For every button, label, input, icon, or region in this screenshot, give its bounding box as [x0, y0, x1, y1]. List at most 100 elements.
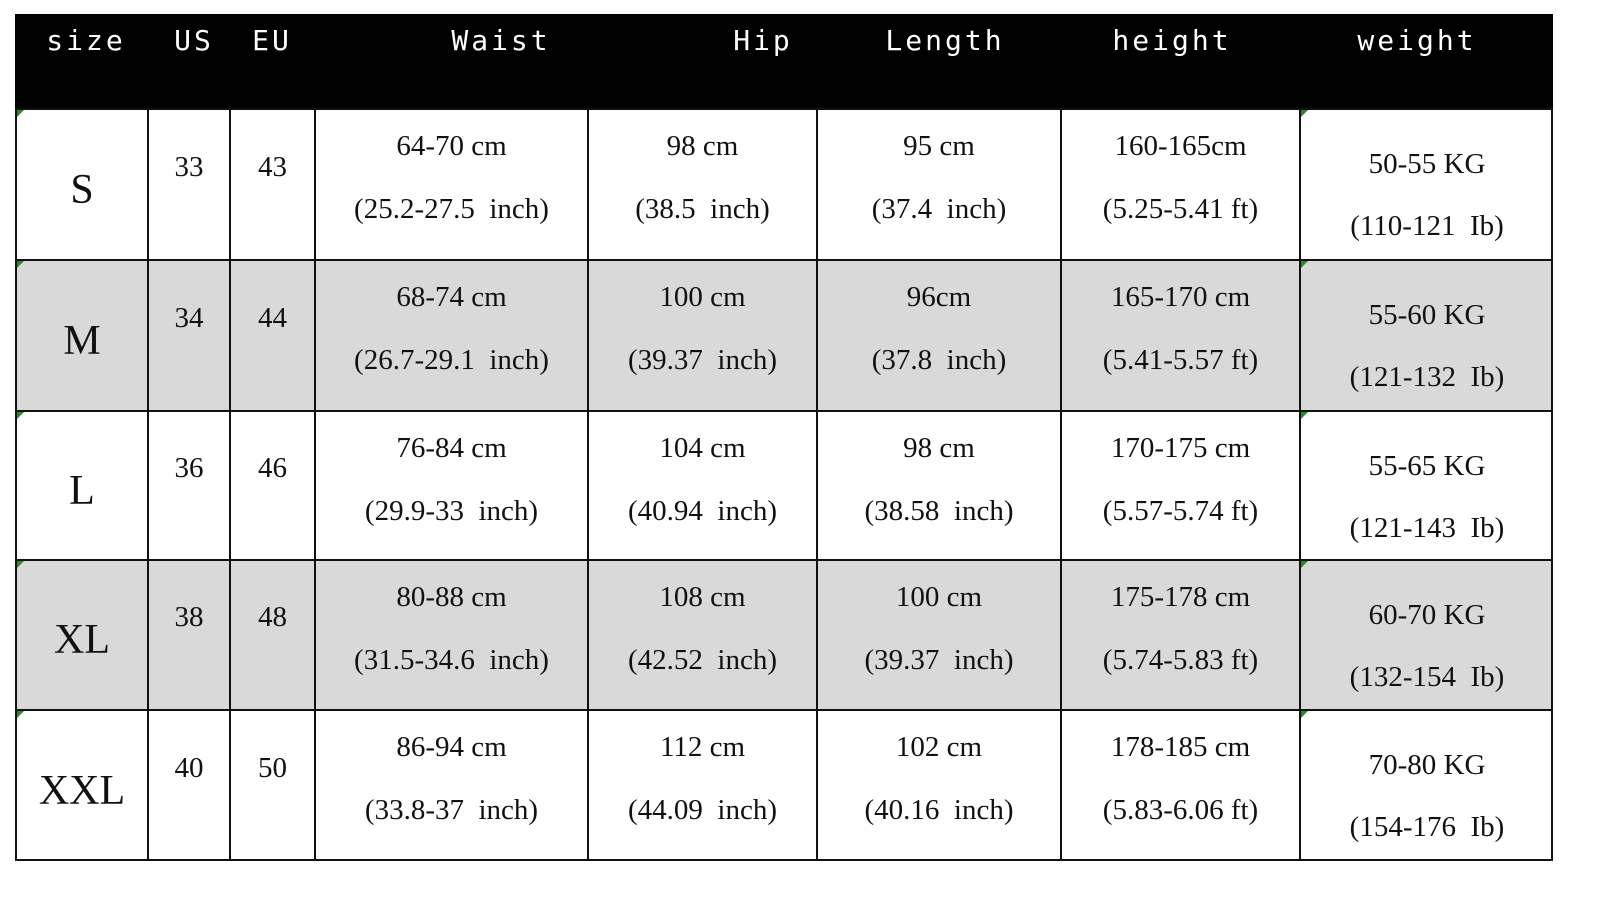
cell-hip: 98 cm (38.5 inch)	[587, 110, 816, 259]
eu-value: 50	[258, 751, 287, 784]
header-hip: Hip	[733, 24, 793, 57]
weight-imperial: (121-132 Ib)	[1349, 361, 1505, 393]
hip-imperial: (38.5 inch)	[635, 193, 770, 225]
cell-marker-icon	[1301, 412, 1308, 419]
header-row: size US EU Waist Hip Length height weight	[15, 14, 1553, 108]
cell-length: 95 cm (37.4 inch)	[816, 110, 1060, 259]
header-length: Length	[885, 24, 1005, 57]
cell-marker-icon	[1301, 711, 1308, 718]
us-value: 40	[174, 751, 204, 784]
us-value: 38	[174, 601, 204, 633]
header-waist: Waist	[451, 24, 551, 57]
weight-imperial: (132-154 Ib)	[1349, 661, 1505, 693]
waist-imperial: (31.5-34.6 inch)	[354, 644, 549, 676]
waist-imperial: (26.7-29.1 inch)	[354, 344, 549, 376]
eu-value: 48	[258, 601, 287, 633]
size-label: L	[69, 467, 95, 514]
hip-metric: 104 cm	[659, 432, 746, 464]
height-imperial: (5.83-6.06 ft)	[1102, 794, 1259, 826]
cell-length: 100 cm (39.37 inch)	[816, 561, 1060, 709]
cell-waist: 64-70 cm (25.2-27.5 inch)	[314, 110, 587, 259]
length-metric: 100 cm	[895, 581, 983, 613]
height-metric: 170-175 cm	[1110, 432, 1251, 464]
height-imperial: (5.25-5.41 ft)	[1102, 193, 1259, 225]
cell-height: 160-165cm (5.25-5.41 ft)	[1060, 110, 1299, 259]
table-bottom-border	[15, 859, 1553, 861]
cell-eu: 50	[229, 711, 314, 860]
cell-marker-icon	[17, 412, 24, 419]
cell-marker-icon	[1301, 561, 1308, 568]
cell-length: 98 cm (38.58 inch)	[816, 412, 1060, 559]
cell-eu: 46	[229, 412, 314, 559]
cell-marker-icon	[17, 711, 24, 718]
cell-size: M	[15, 261, 147, 410]
hip-metric: 112 cm	[659, 731, 746, 763]
header-weight: weight	[1357, 24, 1477, 57]
cell-waist: 86-94 cm (33.8-37 inch)	[314, 711, 587, 860]
weight-metric: 55-65 KG	[1368, 450, 1486, 482]
length-imperial: (40.16 inch)	[864, 794, 1014, 826]
cell-waist: 68-74 cm (26.7-29.1 inch)	[314, 261, 587, 410]
waist-metric: 80-88 cm	[396, 581, 507, 613]
cell-size: S	[15, 110, 147, 259]
length-imperial: (37.8 inch)	[871, 344, 1007, 376]
cell-weight: 60-70 KG (132-154 Ib)	[1299, 561, 1553, 709]
cell-marker-icon	[1301, 110, 1308, 117]
cell-us: 33	[147, 110, 229, 259]
cell-hip: 112 cm (44.09 inch)	[587, 711, 816, 860]
cell-hip: 104 cm (40.94 inch)	[587, 412, 816, 559]
table-row-s: S 33 43 64-70 cm (25.2-27.5 inch) 98 cm (38.5 …	[15, 108, 1553, 259]
us-value: 34	[174, 301, 204, 334]
waist-metric: 76-84 cm	[396, 432, 507, 464]
height-metric: 175-178 cm	[1110, 581, 1251, 613]
cell-us: 40	[147, 711, 229, 860]
cell-weight: 50-55 KG (110-121 Ib)	[1299, 110, 1553, 259]
cell-us: 34	[147, 261, 229, 410]
cell-waist: 80-88 cm (31.5-34.6 inch)	[314, 561, 587, 709]
cell-height: 175-178 cm (5.74-5.83 ft)	[1060, 561, 1299, 709]
cell-us: 38	[147, 561, 229, 709]
header-size: size	[46, 24, 126, 57]
cell-marker-icon	[17, 110, 24, 117]
hip-imperial: (44.09 inch)	[628, 794, 777, 826]
cell-eu: 43	[229, 110, 314, 259]
hip-metric: 108 cm	[659, 581, 746, 613]
cell-hip: 100 cm (39.37 inch)	[587, 261, 816, 410]
us-value: 36	[174, 451, 204, 484]
table-row-xxl: XXL 40 50 86-94 cm (33.8-37 inch) 112 cm (44.0…	[15, 709, 1553, 860]
eu-value: 46	[258, 451, 287, 484]
cell-height: 178-185 cm (5.83-6.06 ft)	[1060, 711, 1299, 860]
cell-eu: 44	[229, 261, 314, 410]
table-row-xl: XL 38 48 80-88 cm (31.5-34.6 inch) 108 cm (42.…	[15, 559, 1553, 709]
weight-imperial: (110-121 Ib)	[1350, 210, 1504, 242]
weight-imperial: (121-143 Ib)	[1349, 512, 1505, 544]
cell-waist: 76-84 cm (29.9-33 inch)	[314, 412, 587, 559]
length-imperial: (39.37 inch)	[864, 644, 1014, 676]
weight-metric: 70-80 KG	[1368, 749, 1486, 781]
height-metric: 165-170 cm	[1110, 281, 1251, 313]
table-row-m: M 34 44 68-74 cm (26.7-29.1 inch) 100 cm (39.3…	[15, 259, 1553, 410]
cell-us: 36	[147, 412, 229, 559]
hip-imperial: (42.52 inch)	[628, 644, 777, 676]
cell-hip: 108 cm (42.52 inch)	[587, 561, 816, 709]
waist-imperial: (33.8-37 inch)	[364, 794, 539, 826]
size-label: M	[63, 317, 101, 364]
eu-value: 43	[258, 150, 287, 183]
height-metric: 160-165cm	[1114, 130, 1247, 162]
height-imperial: (5.41-5.57 ft)	[1102, 344, 1259, 376]
weight-metric: 50-55 KG	[1368, 148, 1486, 180]
cell-weight: 55-65 KG (121-143 Ib)	[1299, 412, 1553, 559]
cell-size: XXL	[15, 711, 147, 860]
hip-metric: 100 cm	[659, 281, 746, 313]
length-imperial: (38.58 inch)	[864, 495, 1014, 527]
length-metric: 95 cm	[903, 130, 975, 162]
hip-imperial: (40.94 inch)	[628, 495, 777, 527]
size-chart-table: size US EU Waist Hip Length height weight S 33 43…	[15, 14, 1553, 861]
header-eu: EU	[252, 24, 292, 57]
waist-metric: 86-94 cm	[396, 731, 507, 763]
cell-size: L	[15, 412, 147, 559]
table-right-border	[1551, 108, 1553, 861]
cell-weight: 55-60 KG (121-132 Ib)	[1299, 261, 1553, 410]
height-imperial: (5.74-5.83 ft)	[1102, 644, 1259, 676]
size-label: S	[70, 166, 94, 213]
